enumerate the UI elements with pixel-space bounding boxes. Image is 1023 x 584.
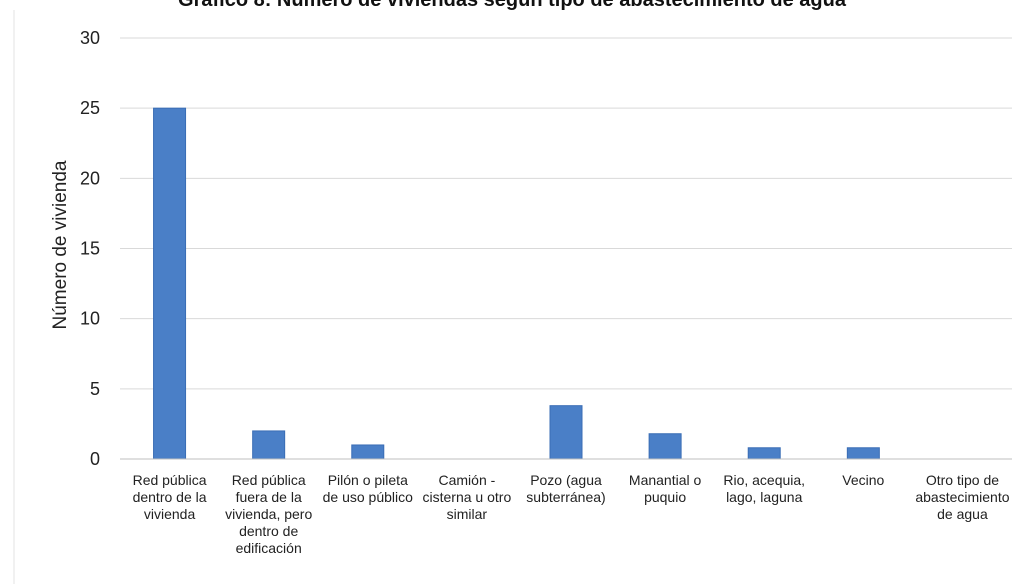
- bar: [153, 107, 187, 460]
- y-axis-label: Número de vivienda: [50, 160, 71, 329]
- x-tick-label-line: Manantial o: [629, 472, 702, 488]
- bar: [846, 447, 880, 460]
- x-tick-label-line: Camión -: [438, 472, 495, 488]
- y-axis-tick-labels: 0 5 10 15 20 25 30: [80, 28, 100, 469]
- x-tick-label: Manantial o puquio: [629, 472, 702, 505]
- bar: [351, 444, 385, 460]
- x-tick-label-line: subterránea): [526, 489, 605, 505]
- x-tick-label: Pilón o pileta de uso público: [323, 472, 414, 505]
- x-tick-label-line: Vecino: [842, 472, 884, 488]
- x-tick-label-line: abastecimiento: [915, 489, 1009, 505]
- x-tick-label-line: vivienda, pero: [225, 506, 312, 522]
- bar: [648, 433, 682, 460]
- bar: [747, 447, 781, 460]
- x-tick-label-line: cisterna u otro: [423, 489, 512, 505]
- x-tick-label-line: lago, laguna: [726, 489, 803, 505]
- x-tick-label-line: Pilón o pileta: [328, 472, 408, 488]
- x-tick-label-line: edificación: [236, 540, 302, 556]
- x-tick-label-line: Red pública: [133, 472, 207, 488]
- y-tick-label: 30: [80, 28, 100, 48]
- x-tick-label-line: puquio: [644, 489, 686, 505]
- x-tick-label: Red pública fuera de la vivienda, pero dent…: [225, 472, 312, 556]
- x-tick-label-line: vivienda: [144, 506, 196, 522]
- bars: [153, 107, 880, 460]
- y-tick-label: 5: [90, 379, 100, 399]
- x-tick-label-line: Red pública: [232, 472, 306, 488]
- bar: [252, 430, 286, 460]
- x-tick-label-line: Rio, acequia,: [723, 472, 805, 488]
- x-tick-label-line: Otro tipo de: [926, 472, 999, 488]
- x-tick-label: Camión -cisterna u otro similar: [423, 472, 512, 522]
- x-tick-label: Otro tipo de abastecimiento de agua: [915, 472, 1009, 522]
- x-tick-label: Pozo (agua subterránea): [526, 472, 605, 505]
- x-tick-label-line: similar: [447, 506, 488, 522]
- x-tick-label-line: dentro de: [239, 523, 298, 539]
- chart-title: Gráfico 8: Número de viviendas según tip…: [178, 0, 847, 11]
- x-tick-label-line: de agua: [937, 506, 988, 522]
- x-tick-label-line: Pozo (agua: [530, 472, 602, 488]
- x-tick-label: Rio, acequia, lago, laguna: [723, 472, 805, 505]
- x-tick-label: Vecino: [842, 472, 884, 488]
- bar: [549, 405, 583, 460]
- x-tick-label-line: de uso público: [323, 489, 414, 505]
- x-tick-label: Red pública dentro de la vivienda: [133, 472, 207, 522]
- y-tick-label: 0: [90, 449, 100, 469]
- x-tick-label-line: fuera de la: [236, 489, 302, 505]
- y-tick-label: 10: [80, 309, 100, 329]
- gridlines: [120, 37, 1012, 390]
- x-tick-label-line: dentro de la: [133, 489, 207, 505]
- y-tick-label: 20: [80, 168, 100, 188]
- y-tick-label: 25: [80, 98, 100, 118]
- y-tick-label: 15: [80, 239, 100, 259]
